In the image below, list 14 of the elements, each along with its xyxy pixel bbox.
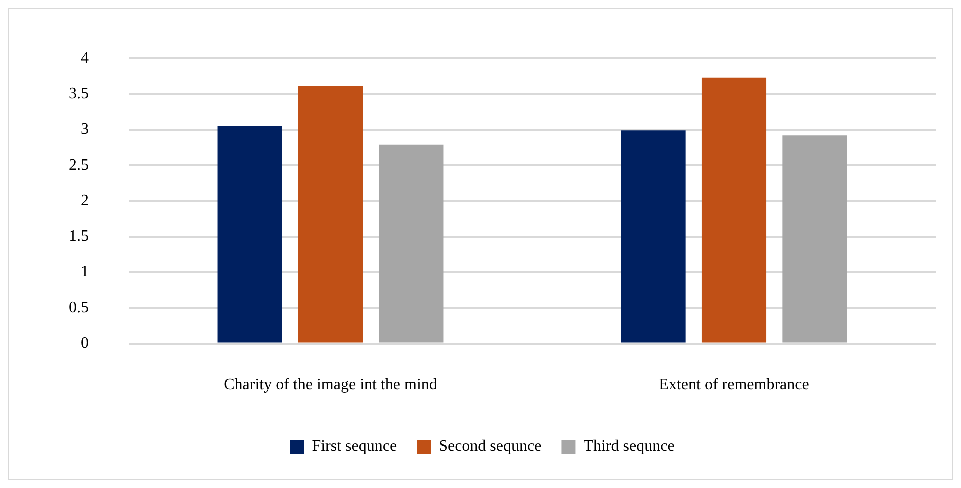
y-tick-label: 1 — [81, 264, 89, 281]
y-tick-label: 0 — [81, 335, 89, 352]
y-tick-label: 1.5 — [69, 228, 89, 246]
legend-label: Third sequnce — [584, 438, 675, 456]
y-tick-label: 4 — [81, 50, 89, 67]
y-tick-label: 3 — [81, 121, 89, 138]
legend-label: Second sequnce — [439, 438, 542, 456]
y-tick-label: 2.5 — [69, 156, 89, 174]
x-tick-label: Charity of the image int the mind — [224, 376, 438, 394]
x-tick-label: Extent of remembrance — [659, 376, 810, 394]
y-tick-label: 2 — [81, 192, 89, 210]
y-tick-label: 3.5 — [69, 85, 89, 102]
legend-label: First sequnce — [312, 438, 398, 456]
y-tick-label: 0.5 — [69, 299, 89, 316]
